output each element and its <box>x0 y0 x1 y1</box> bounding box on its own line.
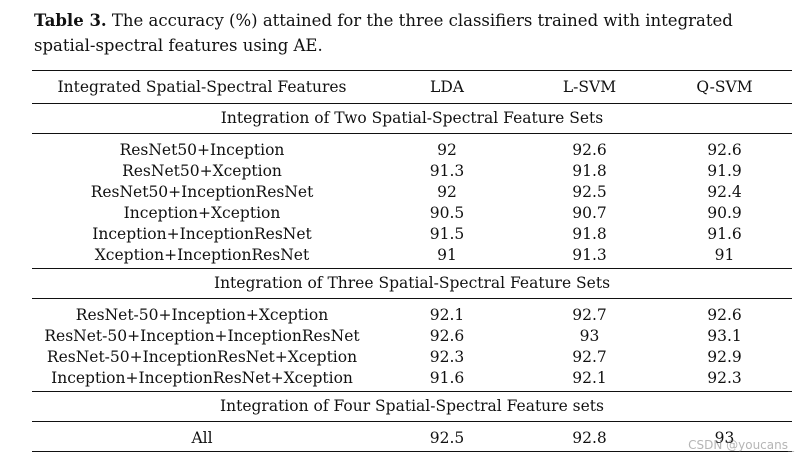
caption-label: Table 3. <box>34 11 107 30</box>
cell-qsvm: 92.4 <box>707 182 742 201</box>
table-row: Inception+InceptionResNet 91.5 91.8 91.6 <box>32 223 792 244</box>
table-row: ResNet50+Xception 91.3 91.8 91.9 <box>32 160 792 181</box>
section-title: Integration of Four Spatial-Spectral Fea… <box>220 397 604 415</box>
cell-features: ResNet-50+Inception+InceptionResNet <box>44 326 360 345</box>
cell-qsvm: 91.6 <box>707 224 742 243</box>
top-rule <box>32 70 792 71</box>
section-title: Integration of Two Spatial-Spectral Feat… <box>220 109 604 127</box>
cell-features: ResNet50+InceptionResNet <box>90 182 314 201</box>
cell-lsvm: 93 <box>579 326 600 345</box>
cell-qsvm: 93.1 <box>707 326 742 345</box>
cell-qsvm: 91.9 <box>707 161 742 180</box>
cell-lsvm: 91.3 <box>572 245 607 264</box>
cell-lda: 90.5 <box>429 203 465 222</box>
cell-lsvm: 92.7 <box>572 347 607 366</box>
table-row: Inception+Xception 90.5 90.7 90.9 <box>32 202 792 223</box>
table-body: Integration of Two Spatial-Spectral Feat… <box>32 104 792 451</box>
header-lda: LDA <box>430 78 464 96</box>
bottom-rule <box>32 451 792 452</box>
header-features: Integrated Spatial-Spectral Features <box>57 78 347 96</box>
cell-qsvm: 92.6 <box>707 305 742 324</box>
cell-features: All <box>191 428 213 447</box>
table-caption: Table 3. The accuracy (%) attained for t… <box>34 8 794 58</box>
cell-lsvm: 91.8 <box>572 224 607 243</box>
table-row: Xception+InceptionResNet 91 91.3 91 <box>32 244 792 265</box>
cell-qsvm: 90.9 <box>707 203 742 222</box>
cell-qsvm: 92.9 <box>707 347 742 366</box>
cell-qsvm: 93 <box>714 428 735 447</box>
cell-features: Inception+InceptionResNet <box>92 224 312 243</box>
section-rule <box>32 391 792 392</box>
header-rule <box>32 103 792 104</box>
caption-text: The accuracy (%) attained for the three … <box>34 11 733 55</box>
cell-lda: 92.1 <box>429 305 465 324</box>
watermark: CSDN @youcans_ <box>688 438 794 452</box>
cell-lda: 92.5 <box>429 428 465 447</box>
cell-lda: 92.3 <box>429 347 465 366</box>
cell-features: ResNet-50+InceptionResNet+Xception <box>46 347 358 366</box>
cell-qsvm: 92.6 <box>707 140 742 159</box>
cell-lda: 92.6 <box>429 326 465 345</box>
cell-features: Inception+InceptionResNet+Xception <box>51 368 353 387</box>
table-row: ResNet-50+Inception+Xception 92.1 92.7 92.6 <box>32 304 792 325</box>
cell-qsvm: 91 <box>714 245 735 264</box>
results-table: Integrated Spatial-Spectral Features LDA… <box>32 70 792 452</box>
table-row: Inception+InceptionResNet+Xception 91.6 92… <box>32 367 792 388</box>
table-row: ResNet-50+Inception+InceptionResNet 92.6 9… <box>32 325 792 346</box>
table-row: All 92.5 92.8 93 <box>32 427 792 448</box>
cell-lsvm: 92.7 <box>572 305 607 324</box>
cell-lda: 92 <box>437 182 457 201</box>
section-rule <box>32 268 792 269</box>
cell-qsvm: 92.3 <box>707 368 742 387</box>
cell-features: Xception+InceptionResNet <box>94 245 310 264</box>
cell-features: ResNet50+Xception <box>122 161 282 180</box>
cell-lsvm: 91.8 <box>572 161 607 180</box>
cell-lda: 92 <box>437 140 457 159</box>
cell-lda: 91.6 <box>429 368 465 387</box>
table-row: ResNet-50+InceptionResNet+Xception 92.3 92… <box>32 346 792 367</box>
cell-lsvm: 92.5 <box>572 182 607 201</box>
cell-features: ResNet-50+Inception+Xception <box>75 305 329 324</box>
header-qsvm: Q-SVM <box>696 78 753 96</box>
cell-lsvm: 92.1 <box>572 368 607 387</box>
section-title: Integration of Three Spatial-Spectral Fe… <box>213 274 611 292</box>
table-row: ResNet50+Inception 92 92.6 92.6 <box>32 139 792 160</box>
section-rule <box>32 133 792 134</box>
cell-lda: 91.3 <box>429 161 465 180</box>
cell-lsvm: 92.6 <box>572 140 607 159</box>
table-row: ResNet50+InceptionResNet 92 92.5 92.4 <box>32 181 792 202</box>
cell-lda: 91 <box>437 245 457 264</box>
cell-features: ResNet50+Inception <box>119 140 285 159</box>
header-row: Integrated Spatial-Spectral Features LDA… <box>32 71 792 103</box>
cell-features: Inception+Xception <box>123 203 281 222</box>
section-rule <box>32 298 792 299</box>
cell-lsvm: 92.8 <box>572 428 607 447</box>
section-rule <box>32 421 792 422</box>
header-lsvm: L-SVM <box>562 78 617 96</box>
cell-lda: 91.5 <box>429 224 465 243</box>
cell-lsvm: 90.7 <box>572 203 607 222</box>
